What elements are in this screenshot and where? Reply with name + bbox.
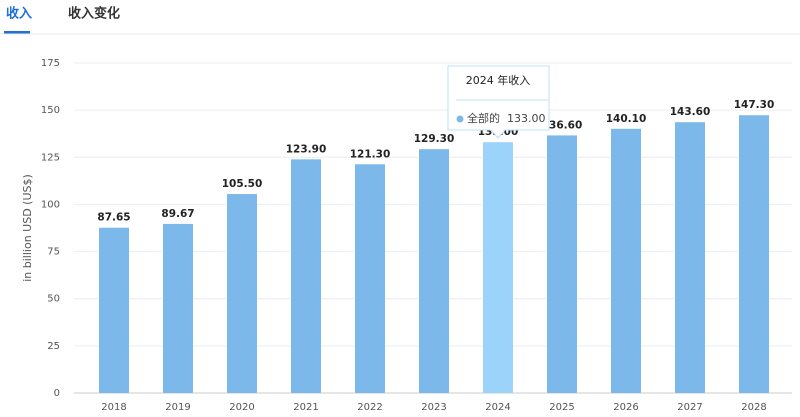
bar <box>483 142 513 393</box>
value-label: 147.30 <box>734 99 775 111</box>
y-tick-label: 100 <box>41 199 60 210</box>
value-label: 129.30 <box>414 133 455 145</box>
bar <box>675 122 705 393</box>
x-tick-label: 2024 <box>485 402 510 413</box>
tooltip-series: 全部的 <box>467 111 500 125</box>
tab-active[interactable]: 收入 <box>6 6 32 22</box>
value-label: 136.60 <box>542 119 583 131</box>
bar <box>163 223 193 393</box>
y-axis-label: in billion USD (US$) <box>21 174 34 282</box>
bar <box>611 128 641 393</box>
x-tick-label: 2023 <box>421 402 446 413</box>
y-tick-label: 0 <box>54 388 60 399</box>
y-tick-label: 50 <box>47 294 60 305</box>
x-tick-label: 2025 <box>549 402 574 413</box>
tab[interactable]: 收入变化 <box>68 6 120 22</box>
x-tick-label: 2020 <box>229 402 254 413</box>
x-tick-label: 2028 <box>741 402 766 413</box>
value-label: 89.67 <box>161 208 194 220</box>
tab-underline <box>4 31 30 34</box>
bar <box>739 115 769 393</box>
tooltip-value: 133.00 <box>507 112 546 125</box>
value-label: 105.50 <box>222 178 263 190</box>
y-tick-label: 150 <box>41 105 60 116</box>
tooltip-box <box>447 65 550 139</box>
x-tick-label: 2019 <box>165 402 190 413</box>
x-tick-label: 2022 <box>357 402 382 413</box>
bar <box>291 159 321 393</box>
bar <box>547 135 577 393</box>
value-label: 121.30 <box>350 148 391 160</box>
x-tick-label: 2026 <box>613 402 638 413</box>
x-tick-label: 2027 <box>677 402 702 413</box>
y-tick-label: 75 <box>47 247 60 258</box>
x-tick-label: 2021 <box>293 402 318 413</box>
y-tick-label: 175 <box>41 58 60 69</box>
value-label: 143.60 <box>670 106 711 118</box>
y-tick-label: 125 <box>41 152 60 163</box>
plot: 0 25 50 75 100 125 150 175 2018 87.65 2019 89.67 202… <box>41 58 792 413</box>
tooltip-dot <box>456 115 464 123</box>
value-label: 140.10 <box>606 113 647 125</box>
bar <box>99 227 129 393</box>
y-tick-label: 25 <box>47 341 60 352</box>
tooltip-title: 2024 年收入 <box>466 73 531 87</box>
x-tick-label: 2018 <box>101 402 126 413</box>
value-label: 87.65 <box>97 212 130 224</box>
bar <box>355 164 385 393</box>
bar <box>227 194 257 393</box>
bar <box>419 149 449 393</box>
value-label: 123.90 <box>286 143 327 155</box>
